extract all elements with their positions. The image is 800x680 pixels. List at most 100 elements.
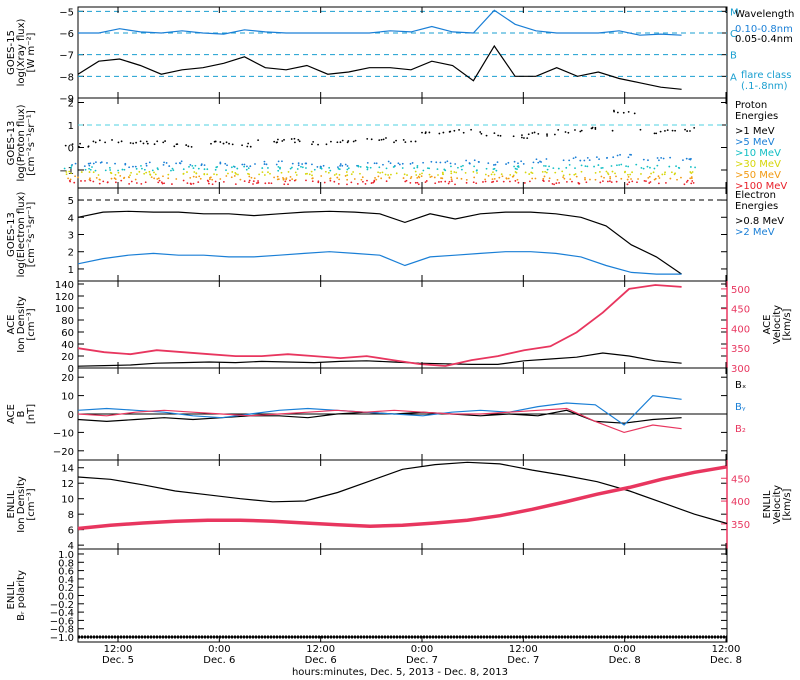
data-point [594, 172, 597, 174]
data-point [485, 134, 488, 137]
data-point [276, 178, 279, 181]
data-point [128, 176, 130, 179]
data-point [253, 177, 256, 180]
data-point [139, 140, 142, 143]
data-point [289, 167, 292, 170]
data-point [663, 173, 666, 176]
data-point [153, 171, 155, 174]
data-point [121, 168, 124, 171]
data-point [406, 174, 408, 176]
x-tick-time: 12:00 [509, 644, 538, 655]
y-tick-label: 20 [61, 352, 74, 363]
data-point [610, 165, 613, 167]
y-tick-label: 100 [55, 304, 74, 315]
x-axis-title: hours:minutes, Dec. 5, 2013 - Dec. 8, 20… [292, 667, 508, 678]
data-point [414, 181, 417, 184]
x-tick-date: Dec. 6 [305, 655, 337, 666]
right-y-axis-label: ENLIL [762, 490, 773, 518]
data-point [633, 112, 636, 115]
data-point [385, 167, 388, 170]
data-point [388, 176, 391, 179]
chart-panel-1: −9 −8 −7 −6 −5 GOES-15 log(Xray flux) [W m⁻²] MC… [6, 6, 794, 105]
data-point [627, 173, 629, 176]
data-point [151, 169, 154, 172]
data-point [526, 137, 529, 140]
y-tick-label: −0.8 [50, 625, 74, 636]
data-point [603, 176, 605, 179]
data-point [462, 164, 464, 167]
data-point [313, 168, 316, 171]
data-point [311, 163, 313, 166]
data-point [647, 159, 649, 162]
data-point [389, 162, 392, 165]
y-tick-label: −0.2 [50, 600, 74, 611]
data-point [450, 178, 453, 181]
data-point [311, 180, 314, 183]
data-point [341, 164, 344, 167]
data-point [671, 129, 674, 132]
data-point [594, 178, 597, 181]
data-point [450, 170, 453, 173]
data-point [142, 142, 145, 145]
data-point [478, 161, 480, 163]
data-point [589, 178, 591, 181]
data-point [171, 183, 173, 185]
data-point [513, 165, 516, 168]
y-axis-label: ENLIL [6, 581, 17, 609]
data-point [670, 171, 673, 174]
legend-entry: >1 MeV [735, 126, 775, 137]
data-point [579, 130, 582, 133]
data-point [304, 173, 307, 175]
data-point [569, 178, 572, 181]
data-point [646, 165, 649, 168]
data-point [285, 178, 288, 181]
y-tick-label: 4 [68, 213, 74, 224]
data-point [336, 176, 339, 179]
data-point [615, 180, 618, 183]
data-point [225, 169, 227, 172]
data-point [246, 145, 249, 148]
data-point [80, 180, 82, 182]
data-point [425, 180, 428, 182]
data-point [134, 178, 137, 181]
data-point [379, 171, 382, 174]
data-point [273, 140, 276, 143]
right-y-axis-label: Velocity [772, 485, 783, 524]
y-axis-label: ENLIL [6, 490, 17, 518]
y-tick-label: 1 [68, 121, 74, 132]
data-point [487, 162, 490, 165]
data-point [628, 181, 631, 184]
data-point [609, 175, 612, 178]
y-axis-label: Ion Density [16, 296, 27, 353]
data-point [188, 165, 190, 168]
data-point [92, 140, 95, 143]
data-point [114, 162, 116, 165]
y-tick-label: 2 [68, 248, 74, 259]
chart-panel-3: 1 2 3 4 5 GOES-13 log(Electron flux) [cm⁻²s⁻¹sr… [6, 187, 784, 282]
data-point [210, 142, 212, 145]
data-point [455, 171, 458, 174]
data-point [257, 139, 260, 142]
y-tick-label: 0.4 [58, 575, 74, 586]
data-point [590, 127, 593, 130]
data-point [346, 141, 349, 144]
data-point [676, 178, 678, 181]
data-point [544, 165, 547, 167]
data-point [375, 178, 378, 181]
data-point [430, 175, 433, 178]
data-point [161, 182, 164, 185]
data-point [366, 162, 369, 164]
data-point [545, 171, 548, 174]
data-point [200, 163, 203, 166]
y-axis-label: log(Electron flux) [16, 192, 27, 278]
data-point [377, 175, 380, 178]
data-point [610, 181, 613, 184]
data-point [568, 159, 571, 162]
data-point [594, 128, 597, 130]
data-point [457, 166, 459, 169]
data-point [574, 156, 577, 159]
data-point [346, 165, 349, 167]
data-point [91, 166, 93, 168]
data-point [545, 158, 548, 160]
data-point [586, 165, 589, 168]
